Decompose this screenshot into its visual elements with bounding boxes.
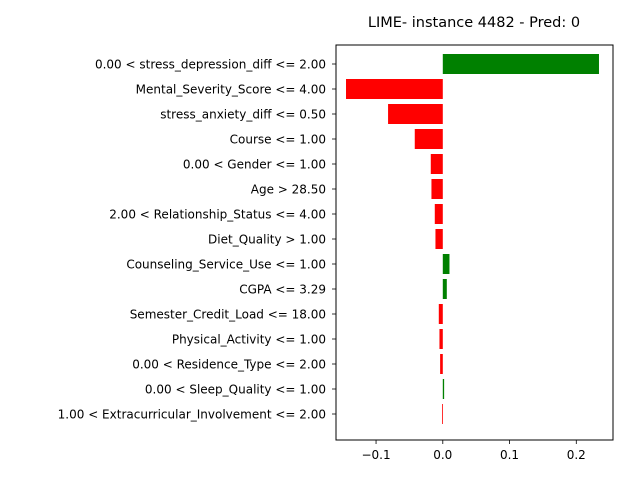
bar-14 [442, 404, 443, 424]
y-tick-label-7: Diet_Quality > 1.00 [208, 233, 326, 247]
bar-8 [442, 254, 450, 274]
bar-4 [430, 154, 443, 174]
y-tick-label-9: CGPA <= 3.29 [239, 283, 326, 297]
x-tick-label-2: 0.1 [500, 448, 519, 462]
chart-title: LIME- instance 4482 - Pred: 0 [368, 15, 580, 31]
y-tick-label-11: Physical_Activity <= 1.00 [172, 333, 326, 347]
y-tick-label-4: 0.00 < Gender <= 1.00 [183, 158, 326, 172]
bars-group [346, 54, 599, 424]
x-ticks: −0.1 0.0 0.1 0.2 [361, 440, 586, 462]
bar-7 [435, 229, 443, 249]
y-tick-label-12: 0.00 < Residence_Type <= 2.00 [132, 358, 326, 372]
bar-0 [442, 54, 599, 74]
bar-10 [438, 304, 443, 324]
y-tick-labels: 0.00 < stress_depression_diff <= 2.00 Men… [58, 58, 336, 422]
bar-9 [442, 279, 447, 299]
plot-frame [335, 44, 614, 441]
y-tick-label-14: 1.00 < Extracurricular_Involvement <= 2.… [58, 408, 326, 422]
y-tick-label-3: Course <= 1.00 [230, 133, 326, 147]
y-tick-label-5: Age > 28.50 [251, 183, 326, 197]
y-tick-label-1: Mental_Severity_Score <= 4.00 [136, 83, 326, 97]
x-tick-label-3: 0.2 [567, 448, 586, 462]
y-tick-label-10: Semester_Credit_Load <= 18.00 [130, 308, 326, 322]
bar-1 [346, 79, 443, 99]
bar-3 [414, 129, 443, 149]
x-tick-label-0: −0.1 [361, 448, 390, 462]
bar-2 [388, 104, 443, 124]
y-tick-label-6: 2.00 < Relationship_Status <= 4.00 [109, 208, 326, 222]
bar-6 [434, 204, 443, 224]
bar-5 [431, 179, 443, 199]
y-tick-label-0: 0.00 < stress_depression_diff <= 2.00 [95, 58, 326, 72]
x-tick-label-1: 0.0 [433, 448, 452, 462]
bar-11 [439, 329, 443, 349]
y-tick-label-8: Counseling_Service_Use <= 1.00 [126, 258, 326, 272]
y-tick-label-13: 0.00 < Sleep_Quality <= 1.00 [145, 383, 326, 397]
bar-12 [440, 354, 443, 374]
bar-13 [442, 379, 445, 399]
y-tick-label-2: stress_anxiety_diff <= 0.50 [160, 108, 326, 122]
